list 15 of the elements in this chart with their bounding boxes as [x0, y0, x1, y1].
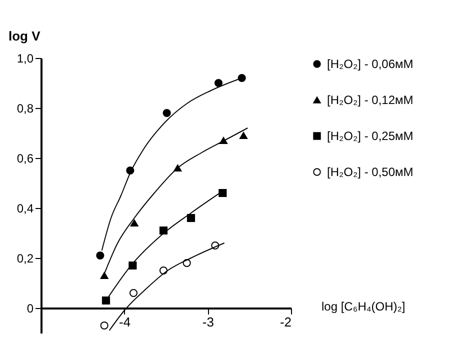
- x-tick-label: -3: [202, 314, 214, 330]
- y-tick-label: 1,0: [16, 52, 34, 66]
- y-tick-label: 0,8: [16, 102, 34, 116]
- y-tick-label: 0,6: [16, 152, 34, 166]
- x-tick-label: -4: [119, 314, 131, 330]
- y-tick-label: 0,4: [16, 202, 34, 216]
- legend-label: [H₂O₂] - 0,12мМ: [327, 93, 414, 107]
- legend-label: [H₂O₂] - 0,50мМ: [327, 165, 414, 179]
- y-tick-label: 0: [26, 302, 34, 316]
- y-axis-title: log V: [8, 28, 41, 44]
- legend-label: [H₂O₂] - 0,25мМ: [327, 129, 414, 143]
- y-tick-label: 0,2: [16, 252, 34, 266]
- x-tick-label: -2: [280, 314, 292, 330]
- legend-label: [H₂O₂] - 0,06мМ: [327, 57, 414, 71]
- x-axis-title: log [C₆H₄(OH)₂]: [322, 300, 406, 314]
